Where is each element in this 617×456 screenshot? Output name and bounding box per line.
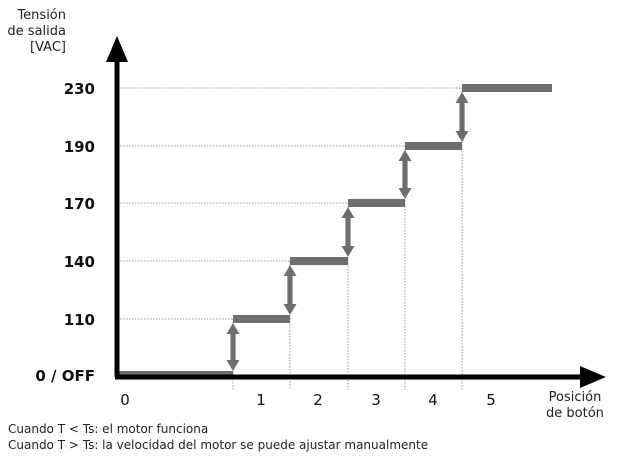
x-tick-label-2: 2 (313, 391, 323, 409)
x-axis-title-line-1: Posición (548, 390, 602, 405)
x-tick-label-5: 5 (486, 391, 496, 409)
x-axis-title: Posición de botón (535, 390, 615, 422)
x-tick-label-0: 0 (120, 391, 130, 409)
y-tick-label-5: 230 (64, 80, 95, 98)
x-axis-title-line-2: de botón (546, 406, 604, 421)
transition-arrow-shape-5 (455, 92, 469, 142)
note-line-2: Cuando T > Ts: la velocidad del motor se… (8, 438, 429, 452)
step-position-1 (233, 315, 290, 323)
y-tick-label-0: 0 / OFF (35, 367, 95, 385)
y-axis-title-line-2: de salida (7, 24, 66, 39)
y-axis-title: Tensión de salida [VAC] (4, 8, 66, 56)
transition-arrow-shape-2 (283, 265, 297, 315)
x-tick-labels: 0 1 2 3 4 5 (120, 391, 496, 409)
y-tick-label-2: 140 (64, 253, 95, 271)
y-axis-title-line-3: [VAC] (30, 40, 66, 55)
step-position-3 (348, 199, 405, 207)
step-position-4 (405, 142, 462, 150)
transition-arrow-3 (341, 207, 355, 257)
x-tick-label-1: 1 (256, 391, 266, 409)
y-tick-label-4: 190 (64, 138, 95, 156)
y-tick-labels: 0 / OFF 110 140 170 190 230 (35, 80, 95, 385)
x-tick-label-4: 4 (428, 391, 438, 409)
y-tick-label-1: 110 (64, 311, 95, 329)
transition-arrow-2 (283, 265, 297, 315)
transition-arrow-shape-4 (398, 150, 412, 199)
step-position-5 (462, 84, 552, 92)
x-axis-arrowhead (580, 366, 606, 388)
y-axis-arrowhead (106, 36, 128, 62)
axes (106, 36, 606, 388)
step-segments (117, 84, 552, 379)
y-axis-title-line-1: Tensión (17, 8, 66, 23)
step-position-2 (290, 257, 348, 265)
transition-arrow-shape-3 (341, 207, 355, 257)
transition-arrow-shape-1 (226, 323, 240, 371)
transition-arrow-4 (398, 150, 412, 199)
transition-arrow-5 (455, 92, 469, 142)
guide-lines (120, 87, 463, 390)
transition-arrows (226, 92, 469, 371)
transition-arrow-1 (226, 323, 240, 371)
note-line-1: Cuando T < Ts: el motor funciona (8, 422, 209, 436)
x-tick-label-3: 3 (371, 391, 381, 409)
y-tick-label-3: 170 (64, 195, 95, 213)
